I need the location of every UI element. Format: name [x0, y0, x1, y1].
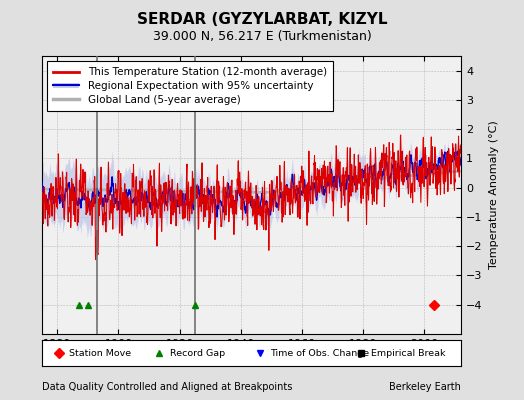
Text: Time of Obs. Change: Time of Obs. Change: [270, 348, 369, 358]
Text: Data Quality Controlled and Aligned at Breakpoints: Data Quality Controlled and Aligned at B…: [42, 382, 292, 392]
Legend: This Temperature Station (12-month average), Regional Expectation with 95% uncer: This Temperature Station (12-month avera…: [47, 61, 333, 111]
Y-axis label: Temperature Anomaly (°C): Temperature Anomaly (°C): [489, 121, 499, 269]
Text: SERDAR (GYZYLARBAT, KIZYL: SERDAR (GYZYLARBAT, KIZYL: [137, 12, 387, 27]
Text: 39.000 N, 56.217 E (Turkmenistan): 39.000 N, 56.217 E (Turkmenistan): [152, 30, 372, 43]
Text: Empirical Break: Empirical Break: [371, 348, 445, 358]
Text: Record Gap: Record Gap: [170, 348, 225, 358]
Text: Berkeley Earth: Berkeley Earth: [389, 382, 461, 392]
Text: Station Move: Station Move: [69, 348, 132, 358]
